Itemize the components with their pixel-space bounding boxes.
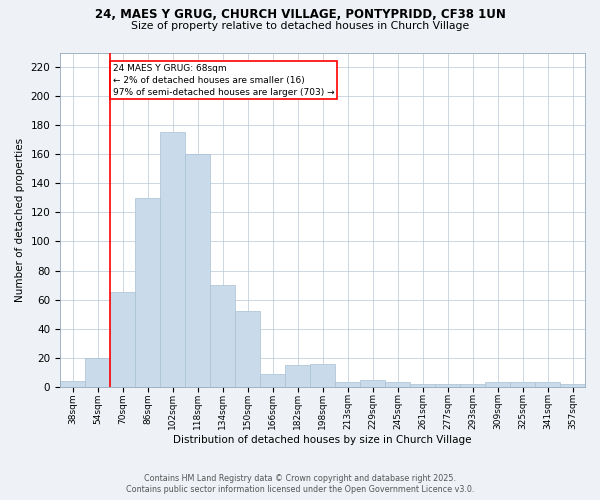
Text: Contains HM Land Registry data © Crown copyright and database right 2025.
Contai: Contains HM Land Registry data © Crown c… <box>126 474 474 494</box>
Bar <box>310 364 335 387</box>
Bar <box>361 380 385 387</box>
Bar <box>160 132 185 387</box>
Text: 24 MAES Y GRUG: 68sqm
← 2% of detached houses are smaller (16)
97% of semi-detac: 24 MAES Y GRUG: 68sqm ← 2% of detached h… <box>113 64 334 96</box>
Text: 24, MAES Y GRUG, CHURCH VILLAGE, PONTYPRIDD, CF38 1UN: 24, MAES Y GRUG, CHURCH VILLAGE, PONTYPR… <box>95 8 505 20</box>
Bar <box>136 198 160 387</box>
Bar <box>410 384 434 387</box>
Bar <box>535 382 560 387</box>
Bar <box>110 292 134 387</box>
Bar <box>436 384 460 387</box>
Text: Size of property relative to detached houses in Church Village: Size of property relative to detached ho… <box>131 21 469 31</box>
Bar <box>61 381 85 387</box>
Bar <box>260 374 284 387</box>
Bar <box>485 382 509 387</box>
Bar <box>335 382 359 387</box>
Bar <box>511 382 535 387</box>
X-axis label: Distribution of detached houses by size in Church Village: Distribution of detached houses by size … <box>173 435 472 445</box>
Bar <box>560 384 584 387</box>
Y-axis label: Number of detached properties: Number of detached properties <box>15 138 25 302</box>
Bar <box>235 311 260 387</box>
Bar <box>385 382 410 387</box>
Bar <box>460 384 485 387</box>
Bar <box>85 358 110 387</box>
Bar <box>185 154 209 387</box>
Bar <box>286 365 310 387</box>
Bar <box>211 285 235 387</box>
